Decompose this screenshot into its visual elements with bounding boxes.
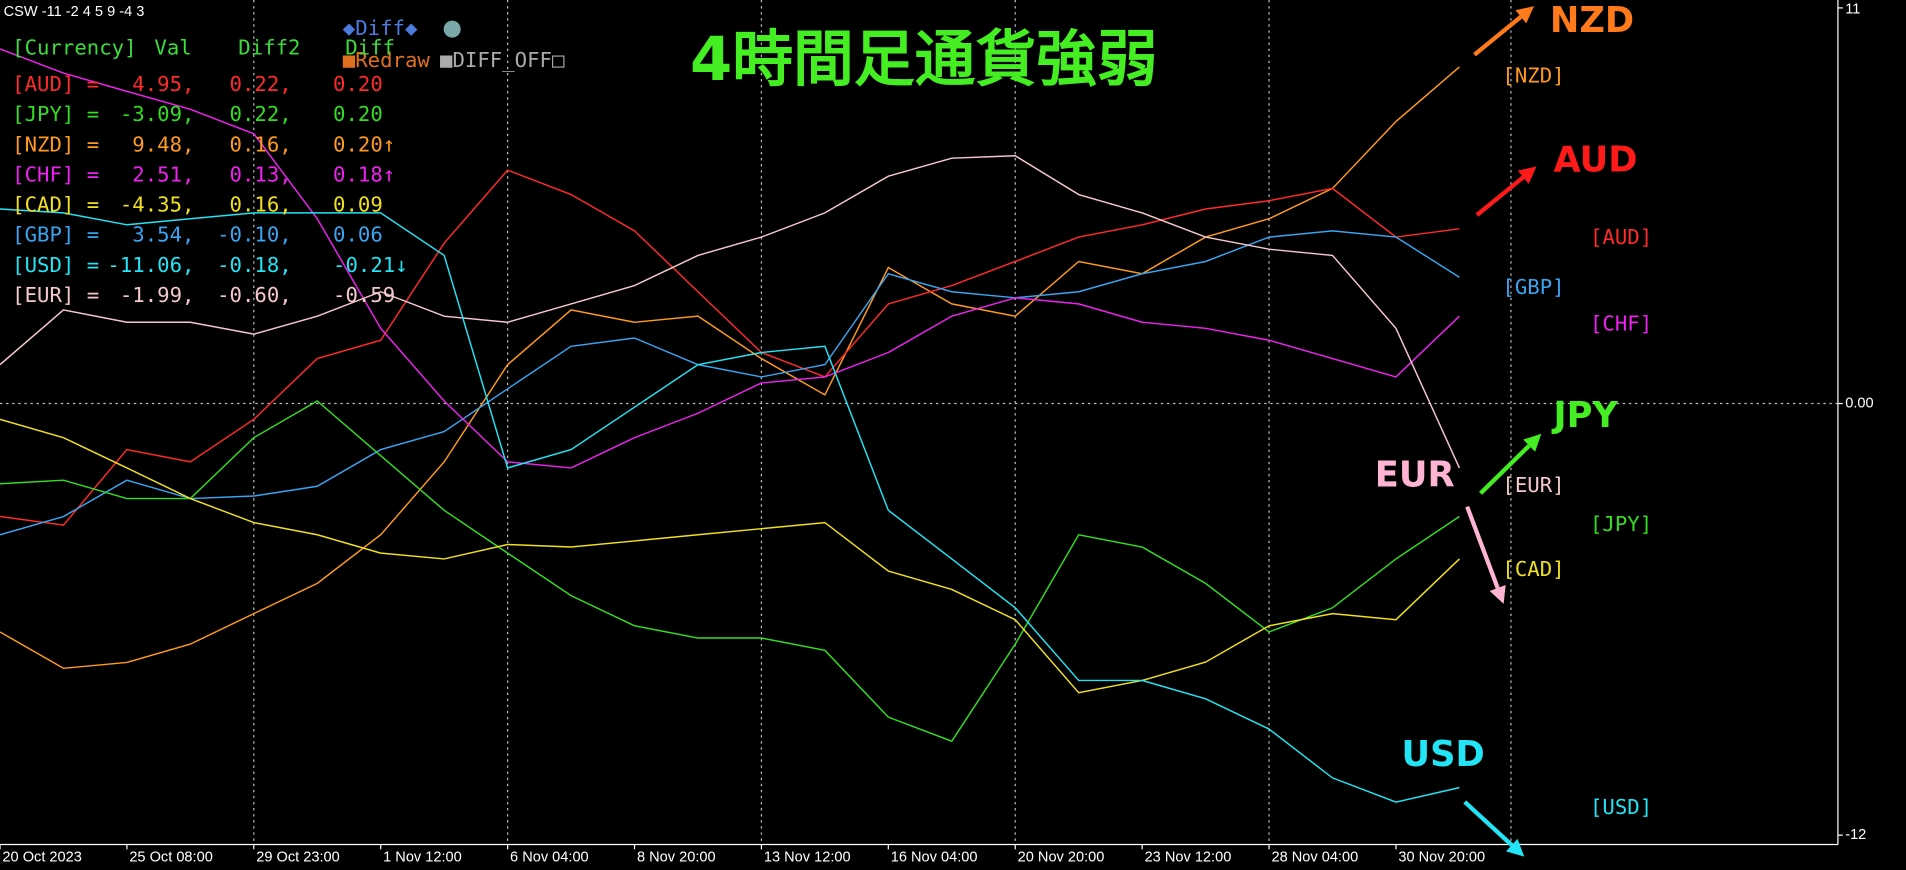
status-dot — [443, 20, 461, 38]
annotation: JPY — [1551, 395, 1618, 436]
table-header: Val — [154, 36, 191, 60]
table-cell: -1.99, — [120, 283, 195, 307]
series-end-label: [USD] — [1590, 795, 1652, 819]
annotation-arrow — [1479, 444, 1531, 495]
table-cell: -0.18, — [217, 253, 292, 277]
annotation-arrowhead — [1523, 433, 1542, 452]
table-cell: -3.09, — [120, 102, 195, 126]
series-end-label: [CAD] — [1502, 557, 1564, 581]
table-cell: 9.48, — [132, 132, 194, 156]
table-cell: 0.06 — [333, 223, 383, 247]
annotation-arrowhead — [1489, 584, 1506, 604]
table-cell: 0.18↑ — [333, 162, 395, 186]
annotation-arrow — [1463, 800, 1514, 847]
table-cell: -0.59 — [333, 283, 395, 307]
x-tick-label: 28 Nov 04:00 — [1271, 850, 1358, 866]
annotation-arrowhead — [1517, 166, 1537, 184]
table-cell: [EUR] = — [12, 283, 99, 307]
table-cell: 0.16, — [230, 132, 292, 156]
table-cell: [USD] = — [12, 253, 99, 277]
table-cell: [CAD] = — [12, 193, 99, 217]
table-cell: [AUD] = — [12, 72, 99, 96]
chart-title: 4時間足通貨強弱 — [690, 25, 1158, 95]
table-cell: 0.09 — [333, 193, 383, 217]
x-tick-label: 8 Nov 20:00 — [637, 850, 716, 866]
table-cell: 4.95, — [132, 72, 194, 96]
table-header: Diff2 — [238, 36, 300, 60]
series-end-label: [EUR] — [1502, 473, 1564, 497]
table-cell: 0.20 — [333, 102, 383, 126]
series-line — [0, 155, 1461, 469]
table-cell: [JPY] = — [12, 102, 99, 126]
annotation-arrow — [1465, 505, 1500, 589]
table-cell: 3.54, — [132, 223, 194, 247]
annotation: AUD — [1553, 140, 1637, 181]
table-cell: [NZD] = — [12, 132, 99, 156]
x-tick-label: 20 Nov 20:00 — [1018, 850, 1105, 866]
x-tick-label: 23 Nov 12:00 — [1145, 850, 1232, 866]
table-cell: 0.20 — [333, 72, 383, 96]
table-cell: 0.22, — [230, 102, 292, 126]
x-tick-label: 1 Nov 12:00 — [383, 850, 462, 866]
redraw-button[interactable]: ■Redraw — [343, 48, 431, 72]
series-end-label: [JPY] — [1590, 512, 1652, 536]
table-cell: 0.13, — [230, 162, 292, 186]
indicator-header: CSW -11 -2 4 5 9 -4 3 — [4, 4, 145, 20]
diff-off-button[interactable]: ■DIFF_OFF□ — [440, 48, 565, 72]
grid — [0, 0, 1843, 850]
y-tick-label: 11 — [1845, 2, 1860, 18]
table-cell: -0.21↓ — [333, 253, 408, 277]
x-tick-label: 16 Nov 04:00 — [891, 850, 978, 866]
series-line — [0, 66, 1460, 670]
series-line — [0, 208, 1460, 803]
table-header: Diff — [345, 36, 395, 60]
series-line — [0, 400, 1460, 743]
table-cell: 0.20↑ — [333, 132, 395, 156]
table-cell: -0.10, — [217, 223, 292, 247]
series-end-label: [CHF] — [1590, 311, 1652, 335]
table-cell: -0.60, — [217, 283, 292, 307]
diff-toggle[interactable]: ◆Diff◆ — [343, 16, 418, 40]
annotation-arrowhead — [1506, 838, 1525, 857]
y-tick-label: 0.00 — [1845, 395, 1873, 411]
series-line — [0, 48, 1460, 469]
table-cell: [CHF] = — [12, 162, 99, 186]
x-tick-label: 25 Oct 08:00 — [129, 850, 213, 866]
annotation-arrow — [1475, 175, 1525, 217]
series-line — [0, 418, 1460, 694]
x-tick-label: 6 Nov 04:00 — [510, 850, 589, 866]
series-line — [0, 230, 1460, 536]
table-cell: 0.16, — [230, 193, 292, 217]
series-end-label: [NZD] — [1502, 64, 1564, 88]
table-cell: [GBP] = — [12, 223, 99, 247]
series-end-label: [AUD] — [1590, 225, 1652, 249]
annotation-arrow — [1473, 15, 1523, 57]
x-tick-label: 20 Oct 2023 — [2, 850, 81, 866]
y-tick-label: -12 — [1845, 827, 1866, 843]
table-cell: -4.35, — [120, 193, 195, 217]
series-end-label: [GBP] — [1502, 275, 1564, 299]
annotation: EUR — [1375, 454, 1455, 495]
table-header: [Currency] — [12, 36, 136, 60]
table-cell: 0.22, — [230, 72, 292, 96]
labels: -12 0.00 11 20 Oct 2023 25 Oct 08:00 29 Oct 2… — [2, 0, 1873, 866]
annotation: NZD — [1550, 0, 1634, 41]
x-tick-label: 29 Oct 23:00 — [256, 850, 340, 866]
series-line — [0, 169, 1460, 526]
x-tick-label: 13 Nov 12:00 — [764, 850, 851, 866]
strength-table: [Currency] Val Diff2 Diff [AUD] = 4.95, 0.22, 0… — [12, 36, 408, 307]
x-tick-label: 30 Nov 20:00 — [1398, 850, 1485, 866]
annotation-arrowhead — [1515, 6, 1535, 24]
table-cell: 2.51, — [132, 162, 194, 186]
plot — [0, 48, 1461, 803]
annotation: USD — [1402, 734, 1485, 775]
table-cell: -11.06, — [107, 253, 194, 277]
